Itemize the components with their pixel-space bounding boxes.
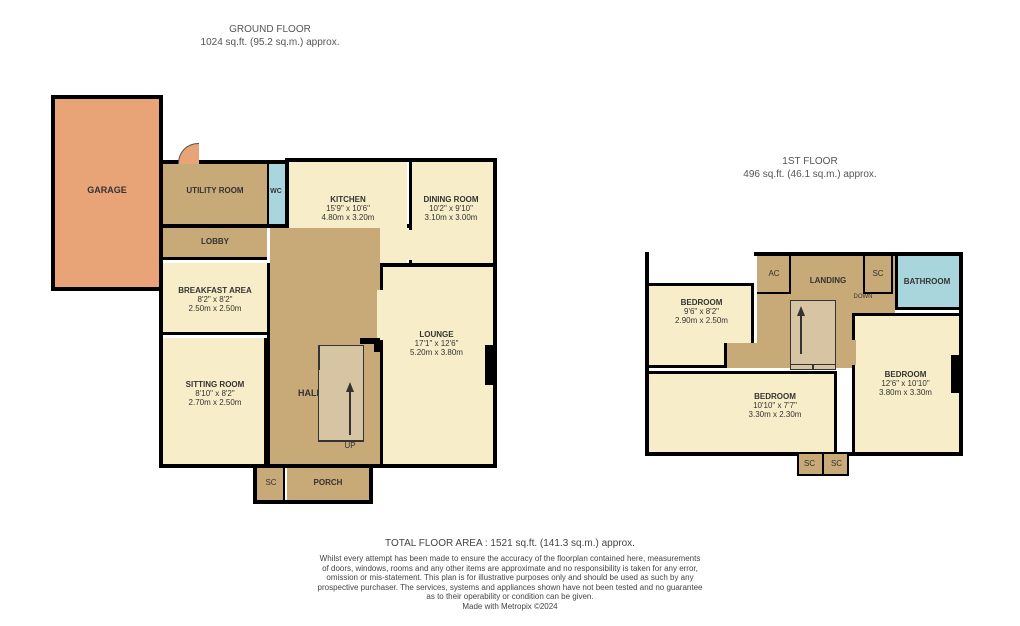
first-sub: 496 sq.ft. (46.1 sq.m.) approx. (743, 169, 876, 180)
label-dining: DINING ROOM 10'2" x 9'10" 3.10m x 3.00m (409, 195, 493, 223)
lounge-top-wall (380, 264, 493, 267)
made-with: Made with Metropix ©2024 (160, 602, 860, 612)
ground-title: GROUND FLOOR (229, 24, 311, 35)
room-bed1-ext (649, 343, 727, 368)
room-lounge (380, 267, 493, 464)
footer-block: TOTAL FLOOR AREA : 1521 sq.ft. (141.3 sq… (160, 538, 860, 612)
label-down: DOWN (843, 294, 883, 301)
chimney-lounge (485, 345, 497, 385)
label-bathroom: BATHROOM (895, 277, 959, 286)
disclaimer-2: of doors, windows, rooms and any other i… (160, 564, 860, 574)
label-kitchen: KITCHEN 15'9" x 10'6" 4.80m x 3.20m (289, 195, 407, 223)
label-sc-top: SC (863, 269, 893, 278)
label-wc: WC (267, 188, 285, 196)
first-floor-header: 1ST FLOOR 496 sq.ft. (46.1 sq.m.) approx… (710, 155, 910, 181)
first-top-cutout (649, 252, 754, 283)
stairs-ground (318, 345, 364, 442)
disclaimer-4: prospective purchaser. The services, sys… (160, 583, 860, 593)
hall-left-border (267, 263, 270, 464)
label-garage: GARAGE (51, 185, 163, 195)
label-lounge: LOUNGE 17'1" x 12'6" 5.20m x 3.80m (380, 330, 493, 358)
wall-hall-top2 (374, 338, 380, 352)
label-sc-b1: SC (797, 459, 822, 468)
first-left-wall (645, 283, 649, 456)
label-breakfast: BREAKFAST AREA 8'2" x 8'2" 2.50m x 2.50m (163, 286, 267, 314)
landing-ext (727, 343, 790, 368)
floorplan-canvas: GROUND FLOOR 1024 sq.ft. (95.2 sq.m.) ap… (0, 0, 1020, 626)
label-lobby: LOBBY (163, 237, 267, 246)
utility-door-arc (178, 143, 199, 164)
label-bed2: BEDROOM 10'10" x 7'7" 3.30m x 2.30m (720, 392, 830, 420)
label-utility: UTILITY ROOM (163, 186, 267, 195)
label-landing: LANDING (793, 276, 863, 285)
label-bed3: BEDROOM 12'6" x 10'10" 3.80m x 3.30m (852, 370, 959, 398)
label-sc-g: SC (257, 478, 285, 487)
label-sitting: SITTING ROOM 8'10" x 8'2" 2.70m x 2.50m (163, 380, 267, 408)
label-sc-b2: SC (824, 459, 849, 468)
ground-sub: 1024 sq.ft. (95.2 sq.m.) approx. (201, 37, 340, 48)
total-area: TOTAL FLOOR AREA : 1521 sq.ft. (141.3 sq… (160, 538, 860, 550)
chimney-bed3 (951, 355, 963, 393)
bed3-door (850, 340, 856, 365)
disclaimer-3: omission or mis-statement. This plan is … (160, 573, 860, 583)
kitchen-dining-opening (407, 230, 413, 260)
label-bed1: BEDROOM 9'6" x 8'2" 2.90m x 2.50m (649, 298, 754, 326)
stair-arrow-stem-g (349, 390, 351, 435)
stair-arrow-g (346, 382, 354, 392)
stair-arrow-f (797, 306, 805, 316)
label-porch: PORCH (287, 478, 369, 487)
first-title: 1ST FLOOR (782, 156, 837, 167)
disclaimer-1: Whilst every attempt has been made to en… (160, 554, 860, 564)
disclaimer-5: as to their operability or condition can… (160, 592, 860, 602)
ground-floor-header: GROUND FLOOR 1024 sq.ft. (95.2 sq.m.) ap… (170, 23, 370, 49)
stair-arrow-stem-f (800, 314, 802, 354)
label-up: UP (330, 441, 370, 450)
label-ac2: AC (757, 269, 791, 278)
